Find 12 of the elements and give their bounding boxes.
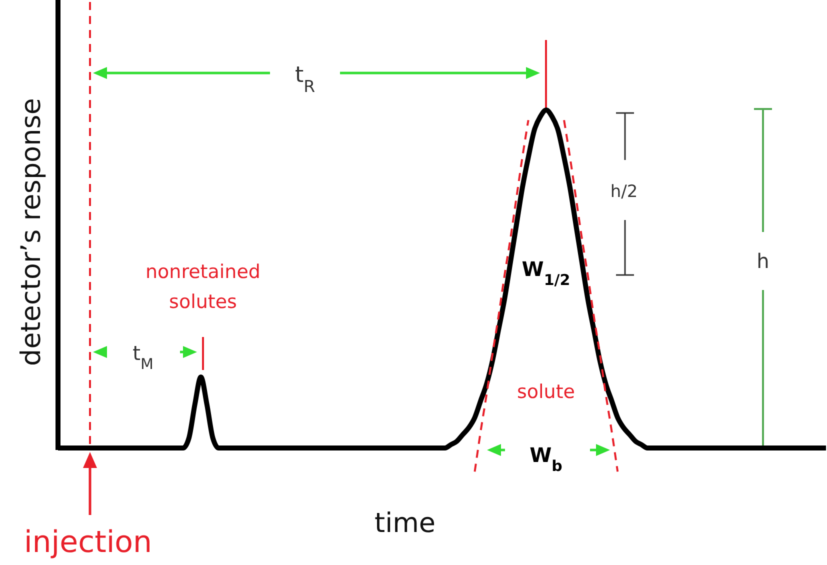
annotation: nonretained — [146, 261, 260, 283]
annotation: h/2 — [610, 182, 638, 202]
annotation: t$_{M}$ — [132, 341, 154, 373]
annotation: h — [756, 249, 770, 273]
x-axis-title: time — [374, 508, 436, 539]
annotation: solute — [517, 381, 575, 403]
annotation: solutes — [169, 291, 237, 313]
y-axis-title: detector’s response — [16, 98, 47, 366]
text: injection — [24, 525, 152, 560]
annotation: W$_{b}$ — [530, 443, 563, 475]
annotation: W$_{1/2}$ — [522, 257, 570, 289]
text: t$_{R}$ — [294, 63, 316, 96]
